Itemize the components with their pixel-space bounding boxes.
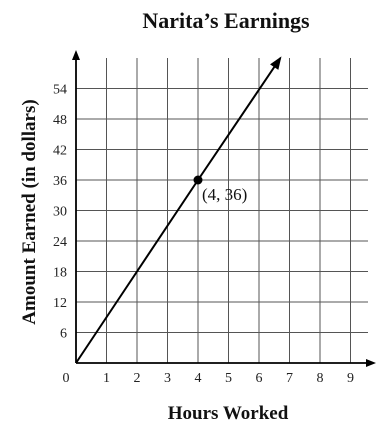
x-tick-label: 0 <box>63 371 70 386</box>
y-tick-label: 18 <box>53 266 67 281</box>
grid <box>76 58 368 363</box>
x-tick-label: 2 <box>134 371 141 386</box>
y-tick-label: 54 <box>53 83 67 98</box>
y-tick-label: 12 <box>53 296 67 311</box>
chart-title: Narita’s Earnings <box>142 8 310 33</box>
series-arrowhead <box>270 56 282 70</box>
y-axis-label: Amount Earned (in dollars) <box>19 99 40 324</box>
x-tick-label: 1 <box>103 371 110 386</box>
x-tick-label: 7 <box>286 371 293 386</box>
y-tick-label: 42 <box>53 144 67 159</box>
annotations: (4, 36) <box>193 175 247 204</box>
y-tick-label: 24 <box>53 235 67 250</box>
data-point <box>193 175 203 185</box>
data-point-label: (4, 36) <box>202 185 247 204</box>
x-axis-label: Hours Worked <box>168 403 289 424</box>
x-tick-label: 8 <box>317 371 324 386</box>
x-tick-label: 4 <box>195 371 202 386</box>
y-axis-arrowhead <box>72 50 80 60</box>
x-tick-label: 9 <box>347 371 354 386</box>
y-tick-label: 48 <box>53 113 67 128</box>
y-tick-label: 6 <box>60 327 67 342</box>
x-tick-label: 3 <box>164 371 171 386</box>
axes <box>72 50 376 367</box>
y-tick-label: 30 <box>53 205 67 220</box>
x-tick-label: 6 <box>256 371 263 386</box>
y-tick-label: 36 <box>53 174 67 189</box>
x-tick-label: 5 <box>225 371 232 386</box>
x-axis-arrowhead <box>366 359 376 367</box>
